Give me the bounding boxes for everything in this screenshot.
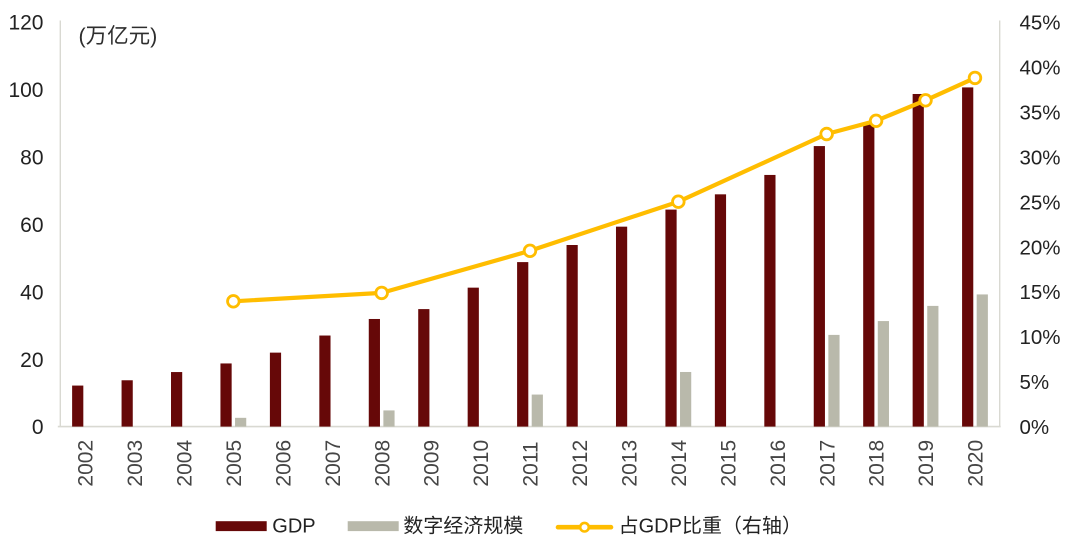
svg-text:60: 60 <box>20 214 43 237</box>
svg-text:40: 40 <box>20 281 43 304</box>
svg-text:2014: 2014 <box>668 440 691 487</box>
svg-text:2009: 2009 <box>421 440 444 487</box>
svg-text:20%: 20% <box>1020 236 1061 259</box>
svg-text:2020: 2020 <box>965 440 988 487</box>
svg-text:25%: 25% <box>1020 191 1061 214</box>
svg-text:2005: 2005 <box>223 440 246 487</box>
svg-text:2010: 2010 <box>470 440 493 487</box>
svg-text:0: 0 <box>32 416 44 439</box>
svg-text:100: 100 <box>8 79 43 102</box>
svg-text:10%: 10% <box>1020 326 1061 349</box>
svg-text:5%: 5% <box>1020 371 1050 394</box>
svg-text:2015: 2015 <box>717 440 740 487</box>
svg-text:2008: 2008 <box>371 440 394 487</box>
svg-text:35%: 35% <box>1020 101 1061 124</box>
svg-text:2007: 2007 <box>322 440 345 487</box>
svg-text:30%: 30% <box>1020 146 1061 169</box>
svg-text:45%: 45% <box>1020 12 1061 35</box>
svg-text:2002: 2002 <box>75 440 98 487</box>
svg-text:2011: 2011 <box>520 441 543 486</box>
svg-text:2017: 2017 <box>816 440 839 487</box>
svg-text:2019: 2019 <box>915 440 938 487</box>
svg-text:GDP: GDP <box>272 516 315 538</box>
svg-text:2016: 2016 <box>767 440 790 487</box>
svg-text:(: ( <box>79 24 87 48</box>
svg-text:2004: 2004 <box>174 440 197 487</box>
svg-text:0%: 0% <box>1020 416 1050 439</box>
svg-text:80: 80 <box>20 146 43 169</box>
svg-text:2018: 2018 <box>866 440 889 487</box>
svg-text:15%: 15% <box>1020 281 1061 304</box>
svg-text:40%: 40% <box>1020 56 1061 79</box>
svg-text:2003: 2003 <box>124 440 147 487</box>
svg-text:120: 120 <box>8 12 43 35</box>
svg-text:2012: 2012 <box>569 440 592 487</box>
svg-text:GDP: GDP <box>639 516 682 538</box>
svg-text:2006: 2006 <box>272 440 295 487</box>
svg-text:): ) <box>150 24 157 48</box>
svg-text:2013: 2013 <box>618 440 641 487</box>
svg-text:20: 20 <box>20 349 43 372</box>
